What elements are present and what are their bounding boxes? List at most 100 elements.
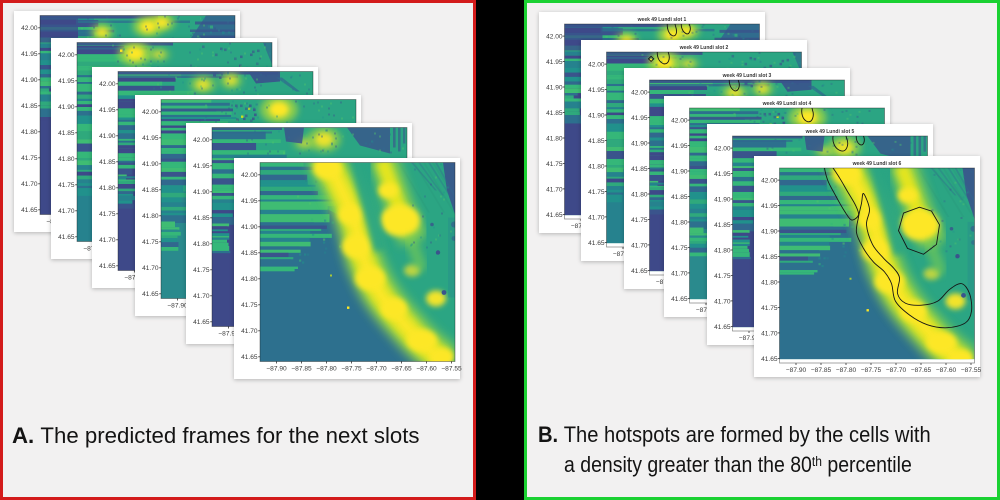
svg-text:41.70: 41.70: [588, 214, 605, 221]
svg-text:41.70: 41.70: [193, 293, 210, 300]
svg-text:−87.80: −87.80: [836, 367, 857, 374]
svg-text:41.80: 41.80: [99, 185, 116, 192]
svg-text:41.90: 41.90: [58, 104, 75, 111]
svg-text:41.90: 41.90: [99, 133, 116, 140]
svg-text:week 49 Lundi slot 5: week 49 Lundi slot 5: [805, 129, 855, 135]
svg-text:−87.90: −87.90: [266, 365, 287, 372]
svg-text:42.00: 42.00: [546, 34, 563, 41]
svg-text:41.75: 41.75: [193, 267, 210, 274]
svg-text:41.95: 41.95: [671, 143, 688, 150]
svg-text:42.00: 42.00: [99, 81, 116, 88]
svg-text:−87.75: −87.75: [861, 367, 882, 374]
svg-text:−87.75: −87.75: [341, 365, 362, 372]
svg-text:41.85: 41.85: [588, 137, 605, 144]
svg-text:41.65: 41.65: [99, 263, 116, 270]
svg-text:41.65: 41.65: [588, 239, 605, 246]
svg-text:week 49 Lundi slot 6: week 49 Lundi slot 6: [852, 161, 902, 167]
svg-text:41.95: 41.95: [631, 115, 648, 122]
svg-text:41.95: 41.95: [142, 136, 159, 143]
svg-text:41.65: 41.65: [671, 296, 688, 303]
svg-text:41.90: 41.90: [671, 169, 688, 176]
svg-text:41.90: 41.90: [631, 140, 648, 147]
svg-text:41.85: 41.85: [241, 250, 258, 257]
svg-text:41.80: 41.80: [588, 163, 605, 170]
svg-text:42.00: 42.00: [193, 137, 210, 144]
svg-text:week 49 Lundi slot 2: week 49 Lundi slot 2: [679, 44, 729, 50]
svg-text:41.85: 41.85: [671, 194, 688, 201]
svg-text:41.70: 41.70: [761, 330, 778, 337]
svg-text:41.95: 41.95: [21, 51, 38, 58]
svg-text:42.00: 42.00: [241, 172, 258, 179]
svg-text:41.95: 41.95: [588, 86, 605, 93]
svg-text:42.00: 42.00: [671, 118, 688, 125]
svg-text:41.75: 41.75: [671, 245, 688, 252]
svg-text:41.80: 41.80: [21, 129, 38, 136]
svg-text:41.70: 41.70: [241, 328, 258, 335]
svg-text:41.65: 41.65: [21, 207, 38, 214]
svg-text:41.85: 41.85: [761, 254, 778, 261]
svg-text:41.95: 41.95: [241, 198, 258, 205]
svg-text:41.85: 41.85: [142, 188, 159, 195]
svg-text:42.00: 42.00: [588, 61, 605, 68]
svg-text:41.65: 41.65: [58, 234, 75, 241]
svg-text:41.90: 41.90: [193, 189, 210, 196]
svg-text:−87.85: −87.85: [811, 367, 832, 374]
svg-text:42.00: 42.00: [21, 25, 38, 32]
svg-text:41.65: 41.65: [546, 212, 563, 219]
svg-text:41.80: 41.80: [193, 241, 210, 248]
svg-text:−87.90: −87.90: [739, 335, 760, 342]
svg-text:41.90: 41.90: [546, 84, 563, 91]
svg-text:41.85: 41.85: [99, 159, 116, 166]
svg-text:41.75: 41.75: [714, 273, 731, 280]
svg-text:42.00: 42.00: [631, 90, 648, 97]
svg-text:41.90: 41.90: [761, 229, 778, 236]
svg-text:−87.90: −87.90: [786, 367, 807, 374]
svg-text:−87.90: −87.90: [613, 251, 634, 258]
svg-text:41.80: 41.80: [142, 214, 159, 221]
svg-text:−87.65: −87.65: [911, 367, 932, 374]
svg-text:41.65: 41.65: [714, 324, 731, 331]
svg-text:41.70: 41.70: [631, 242, 648, 249]
svg-text:41.75: 41.75: [241, 302, 258, 309]
svg-text:−87.90: −87.90: [218, 331, 239, 338]
svg-text:41.95: 41.95: [714, 171, 731, 178]
svg-text:41.85: 41.85: [714, 222, 731, 229]
svg-text:41.95: 41.95: [99, 107, 116, 114]
svg-text:−87.70: −87.70: [366, 365, 387, 372]
svg-text:41.75: 41.75: [546, 161, 563, 168]
svg-text:41.90: 41.90: [21, 77, 38, 84]
svg-text:41.75: 41.75: [21, 155, 38, 162]
svg-text:−87.55: −87.55: [961, 367, 982, 374]
svg-text:week 49 Lundi slot 3: week 49 Lundi slot 3: [721, 73, 771, 79]
svg-text:41.70: 41.70: [21, 181, 38, 188]
svg-text:42.00: 42.00: [761, 178, 778, 185]
svg-text:−87.60: −87.60: [936, 367, 957, 374]
svg-text:41.75: 41.75: [631, 217, 648, 224]
svg-text:−87.60: −87.60: [416, 365, 437, 372]
svg-text:week 49 Lundi slot 1: week 49 Lundi slot 1: [637, 17, 687, 23]
svg-text:−87.90: −87.90: [124, 274, 145, 281]
svg-text:41.90: 41.90: [241, 224, 258, 231]
svg-text:41.95: 41.95: [546, 59, 563, 66]
svg-text:41.70: 41.70: [142, 266, 159, 273]
svg-text:41.75: 41.75: [588, 188, 605, 195]
svg-text:41.65: 41.65: [193, 319, 210, 326]
svg-text:week 49 Lundi slot 4: week 49 Lundi slot 4: [762, 101, 812, 107]
svg-text:41.75: 41.75: [58, 182, 75, 189]
svg-text:41.80: 41.80: [631, 191, 648, 198]
svg-text:41.80: 41.80: [714, 248, 731, 255]
svg-text:42.00: 42.00: [714, 146, 731, 153]
svg-text:41.80: 41.80: [761, 280, 778, 287]
svg-text:41.70: 41.70: [99, 237, 116, 244]
svg-text:41.65: 41.65: [631, 268, 648, 275]
svg-text:41.75: 41.75: [99, 211, 116, 218]
svg-text:−87.65: −87.65: [391, 365, 412, 372]
svg-text:−87.70: −87.70: [886, 367, 907, 374]
svg-text:41.80: 41.80: [58, 156, 75, 163]
svg-text:41.90: 41.90: [714, 197, 731, 204]
svg-text:41.75: 41.75: [761, 305, 778, 312]
svg-text:41.85: 41.85: [58, 130, 75, 137]
svg-text:42.00: 42.00: [142, 110, 159, 117]
svg-text:41.90: 41.90: [588, 112, 605, 119]
svg-text:−87.80: −87.80: [316, 365, 337, 372]
